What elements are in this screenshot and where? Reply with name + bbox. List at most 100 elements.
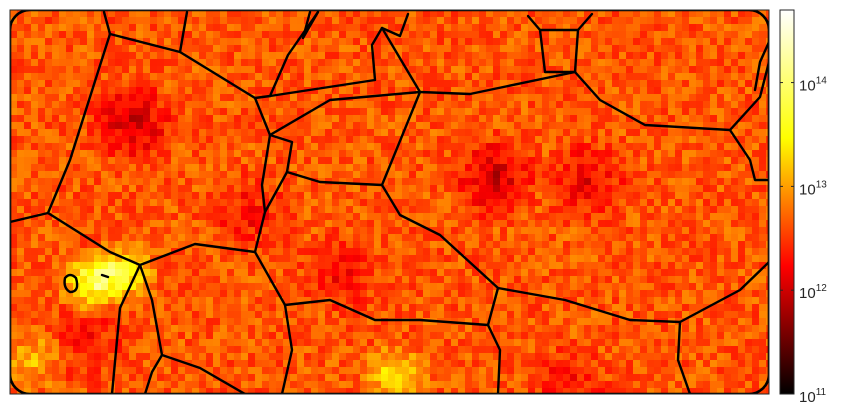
heatmap-cell (94, 31, 101, 38)
heatmap-cell (458, 17, 465, 24)
heatmap-cell (493, 325, 500, 332)
heatmap-cell (311, 318, 318, 325)
heatmap-cell (241, 38, 248, 45)
heatmap-cell (710, 122, 717, 129)
heatmap-cell (360, 276, 367, 283)
heatmap-cell (535, 73, 542, 80)
heatmap-cell (192, 297, 199, 304)
heatmap-cell (101, 122, 108, 129)
heatmap-cell (66, 227, 73, 234)
heatmap-cell (276, 262, 283, 269)
heatmap-cell (563, 164, 570, 171)
heatmap-cell (171, 199, 178, 206)
heatmap-cell (52, 325, 59, 332)
heatmap-cell (675, 52, 682, 59)
heatmap-cell (220, 220, 227, 227)
heatmap-cell (87, 255, 94, 262)
heatmap-cell (703, 171, 710, 178)
heatmap-cell (150, 157, 157, 164)
heatmap-cell (570, 24, 577, 31)
heatmap-cell (220, 164, 227, 171)
heatmap-cell (605, 45, 612, 52)
heatmap-cell (444, 10, 451, 17)
heatmap-cell (409, 45, 416, 52)
heatmap-cell (556, 248, 563, 255)
heatmap-cell (143, 178, 150, 185)
heatmap-cell (10, 115, 17, 122)
heatmap-cell (535, 269, 542, 276)
heatmap-cell (500, 10, 507, 17)
heatmap-cell (703, 234, 710, 241)
heatmap-cell (248, 290, 255, 297)
heatmap-cell (535, 318, 542, 325)
heatmap-cell (262, 108, 269, 115)
heatmap-cell (360, 80, 367, 87)
heatmap-cell (87, 150, 94, 157)
heatmap-cell (409, 31, 416, 38)
heatmap-cell (136, 227, 143, 234)
heatmap-cell (717, 318, 724, 325)
heatmap-cell (668, 241, 675, 248)
heatmap-cell (269, 304, 276, 311)
heatmap-cell (521, 17, 528, 24)
heatmap-cell (416, 171, 423, 178)
heatmap-cell (528, 52, 535, 59)
heatmap-cell (500, 318, 507, 325)
heatmap-cell (598, 290, 605, 297)
heatmap-cell (409, 94, 416, 101)
heatmap-cell (584, 10, 591, 17)
heatmap-cell (696, 213, 703, 220)
heatmap-cell (654, 136, 661, 143)
heatmap-cell (570, 150, 577, 157)
heatmap-cell (87, 199, 94, 206)
heatmap-cell (626, 31, 633, 38)
heatmap-cell (507, 10, 514, 17)
heatmap-cell (451, 17, 458, 24)
heatmap-cell (220, 87, 227, 94)
heatmap-cell (577, 262, 584, 269)
heatmap-cell (143, 234, 150, 241)
heatmap-cell (388, 178, 395, 185)
heatmap-cell (388, 10, 395, 17)
heatmap-cell (493, 262, 500, 269)
heatmap-cell (171, 290, 178, 297)
heatmap-cell (710, 206, 717, 213)
heatmap-cell (136, 157, 143, 164)
heatmap-cell (591, 185, 598, 192)
heatmap-cell (577, 115, 584, 122)
heatmap-cell (101, 31, 108, 38)
heatmap-cell (493, 52, 500, 59)
heatmap-cell (451, 59, 458, 66)
heatmap-cell (479, 73, 486, 80)
heatmap-cell (129, 136, 136, 143)
heatmap-cell (10, 290, 17, 297)
heatmap-cell (710, 66, 717, 73)
heatmap-cell (612, 248, 619, 255)
heatmap-cell (745, 276, 752, 283)
heatmap-cell (304, 80, 311, 87)
heatmap-cell (45, 220, 52, 227)
heatmap-cell (52, 73, 59, 80)
heatmap-cell (52, 171, 59, 178)
heatmap-cell (675, 290, 682, 297)
heatmap-cell (199, 325, 206, 332)
heatmap-cell (122, 136, 129, 143)
heatmap-cell (262, 38, 269, 45)
heatmap-cell (297, 45, 304, 52)
heatmap-cell (689, 206, 696, 213)
heatmap-cell (535, 185, 542, 192)
heatmap-cell (353, 17, 360, 24)
heatmap-cell (423, 269, 430, 276)
heatmap-cell (451, 101, 458, 108)
heatmap-cell (129, 66, 136, 73)
heatmap-cell (276, 213, 283, 220)
heatmap-cell (276, 325, 283, 332)
heatmap-cell (521, 87, 528, 94)
heatmap-cell (276, 192, 283, 199)
heatmap-cell (157, 318, 164, 325)
heatmap-cell (192, 318, 199, 325)
heatmap-cell (549, 311, 556, 318)
heatmap-cell (269, 318, 276, 325)
heatmap-cell (710, 164, 717, 171)
heatmap-cell (339, 199, 346, 206)
